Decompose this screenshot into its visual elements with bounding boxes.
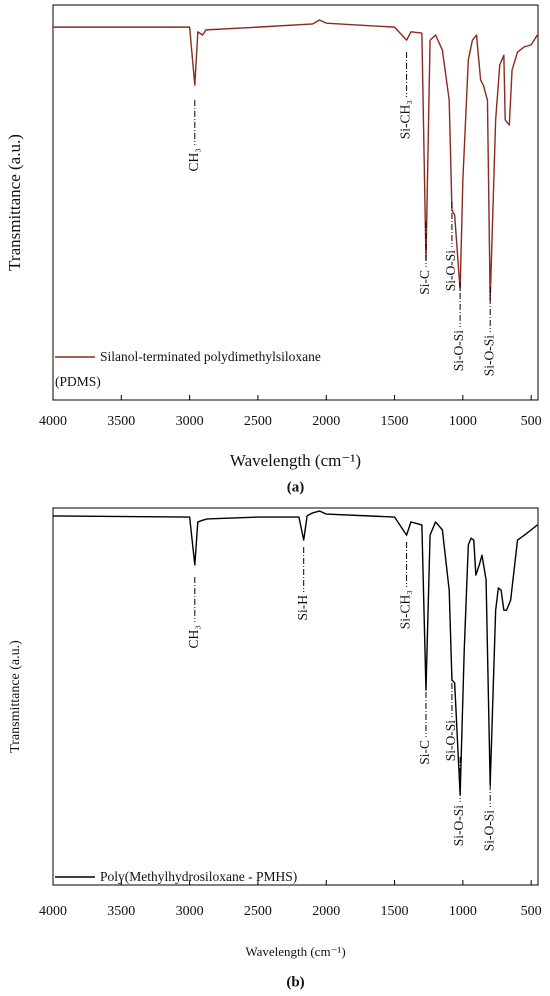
x-tick-label: 1000 <box>449 414 477 429</box>
y-axis-label: Transmittance (a.u.) <box>5 134 24 271</box>
annotation-label: CH₃ <box>186 625 201 649</box>
annotation-label: Si-O-Si <box>451 805 466 847</box>
plot-frame <box>52 4 539 401</box>
x-tick-label: 3000 <box>176 904 204 919</box>
annotation-label: Si-O-Si <box>443 720 458 762</box>
x-tick-label: 4000 <box>39 904 67 919</box>
chart-panel: 4000 3500 3000 2500 2000 1500 1000 500 Wavelengt… <box>8 507 542 990</box>
x-tick-label: 1000 <box>449 904 477 919</box>
x-tick-label: 2000 <box>312 904 340 919</box>
caption: (a) <box>287 479 305 495</box>
chart-panel: 4000 3500 3000 2500 2000 1500 1000 500 Wavelengt… <box>5 4 542 495</box>
spectrum-line <box>53 19 538 301</box>
annotation-label: Si-O-Si <box>443 250 458 292</box>
annotation-label: Si-H <box>295 595 310 621</box>
annotation-label: Si-O-Si <box>451 330 466 372</box>
x-tick-label: 3500 <box>107 904 135 919</box>
y-axis-label: Transmittance (a.u.) <box>8 640 23 753</box>
x-tick-label: 1500 <box>381 904 409 919</box>
spectrum-line <box>52 510 538 796</box>
x-tick-label: 2000 <box>312 414 340 429</box>
x-tick-label: 1500 <box>381 414 409 429</box>
x-tick-label: 3500 <box>107 414 135 429</box>
x-tick-label: 500 <box>521 904 542 919</box>
caption: (b) <box>286 974 304 990</box>
x-tick-label: 3000 <box>176 414 204 429</box>
plot-frame <box>52 507 539 886</box>
annotation-label: Si-C <box>417 740 432 765</box>
annotation-label: Si-O-Si <box>481 810 496 852</box>
x-axis-label: Wavelength (cm⁻¹) <box>230 451 361 470</box>
legend-label: Poly(Methylhydrosiloxane - PMHS) <box>100 869 298 884</box>
x-tick-label: 500 <box>521 414 542 429</box>
x-axis-label: Wavelength (cm⁻¹) <box>245 944 345 959</box>
annotation-label: Si-CH₃ <box>398 100 413 140</box>
x-tick-label: 4000 <box>39 414 67 429</box>
annotation-label: Si-C <box>417 270 432 295</box>
x-tick-label: 2500 <box>244 904 272 919</box>
annotation-label: Si-CH₃ <box>398 590 413 630</box>
x-tick-label: 2500 <box>244 414 272 429</box>
annotation-label: Si-O-Si <box>481 335 496 377</box>
legend-label: Silanol-terminated polydimethylsiloxane … <box>55 349 321 389</box>
annotation-label: CH₃ <box>186 148 201 172</box>
